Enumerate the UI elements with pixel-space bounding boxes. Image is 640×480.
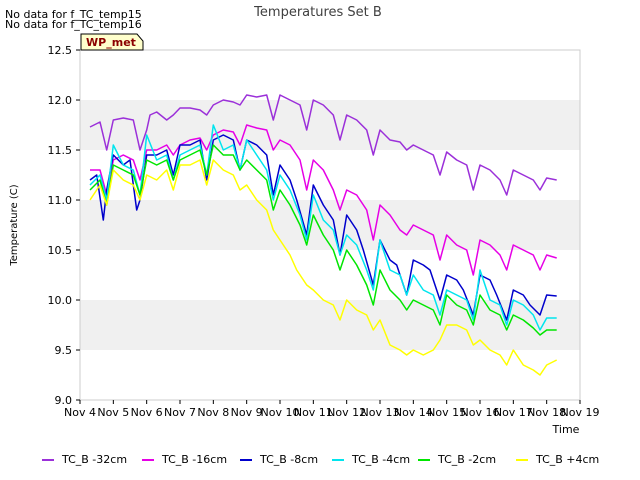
series-line-5 <box>89 144 557 336</box>
y-tick-label: 12.0 <box>48 94 73 107</box>
legend-item: TC_B -32cm <box>42 453 127 466</box>
y-tick-label: 10.0 <box>48 294 73 307</box>
legend-item: TC_B -16cm <box>142 453 227 466</box>
x-tick-label: Nov 4 <box>64 406 96 419</box>
y-tick-label: 9.0 <box>55 394 73 407</box>
series-line-2 <box>90 124 557 276</box>
series-line-6 <box>89 159 558 376</box>
wp-met-badge: WP_met <box>80 33 144 51</box>
x-tick-label: Nov 19 <box>561 406 600 419</box>
series-line-1 <box>89 94 557 196</box>
legend-swatch <box>42 459 54 461</box>
x-tick-label: Nov 5 <box>97 406 129 419</box>
x-tick-label: Nov 12 <box>327 406 366 419</box>
plot-border <box>79 49 581 401</box>
legend-swatch <box>332 459 344 461</box>
no-data-message-1: No data for f_TC_temp15 <box>5 8 142 21</box>
y-tick-label: 12.5 <box>48 44 73 57</box>
y-axis-label: Temperature (C) <box>9 184 20 266</box>
x-tick-label: Nov 9 <box>231 406 263 419</box>
x-tick-label: Nov 11 <box>294 406 333 419</box>
x-tick-label: Nov 16 <box>461 406 500 419</box>
legend-swatch <box>516 459 528 461</box>
x-tick-label: Nov 14 <box>394 406 433 419</box>
x-tick-label: Nov 15 <box>427 406 466 419</box>
grid-band <box>80 300 580 350</box>
legend-label: TC_B +4cm <box>536 453 600 466</box>
y-tick-label: 10.5 <box>48 244 73 257</box>
legend-swatch <box>240 459 252 461</box>
legend-swatch <box>142 459 154 461</box>
x-tick-label: Nov 13 <box>361 406 400 419</box>
x-tick-label: Nov 8 <box>197 406 229 419</box>
wp-met-label: WP_met <box>86 36 136 49</box>
legend-label: TC_B -2cm <box>438 453 497 466</box>
no-data-message-2: No data for f_TC_temp16 <box>5 18 142 31</box>
series-line-4 <box>89 124 557 331</box>
legend-label: TC_B -32cm <box>62 453 128 466</box>
x-tick-label: Nov 18 <box>527 406 566 419</box>
legend-swatch <box>418 459 430 461</box>
y-tick-label: 9.5 <box>55 344 73 357</box>
grid-band <box>80 100 580 150</box>
legend-item: TC_B -8cm <box>240 453 318 466</box>
legend-label: TC_B -8cm <box>260 453 319 466</box>
legend-item: TC_B +4cm <box>516 453 599 466</box>
legend-label: TC_B -16cm <box>162 453 228 466</box>
x-axis-label: Time <box>552 423 580 436</box>
grid-band <box>80 200 580 250</box>
legend-item: TC_B -2cm <box>418 453 496 466</box>
x-tick-label: Nov 17 <box>494 406 533 419</box>
chart-title: Temperatures Set B <box>253 5 382 20</box>
legend-item: TC_B -4cm <box>332 453 410 466</box>
y-tick-label: 11.5 <box>48 144 73 157</box>
x-tick-label: Nov 6 <box>131 406 163 419</box>
y-tick-label: 11.0 <box>48 194 73 207</box>
x-tick-label: Nov 7 <box>164 406 196 419</box>
x-tick-label: Nov 10 <box>261 406 300 419</box>
legend-label: TC_B -4cm <box>352 453 411 466</box>
